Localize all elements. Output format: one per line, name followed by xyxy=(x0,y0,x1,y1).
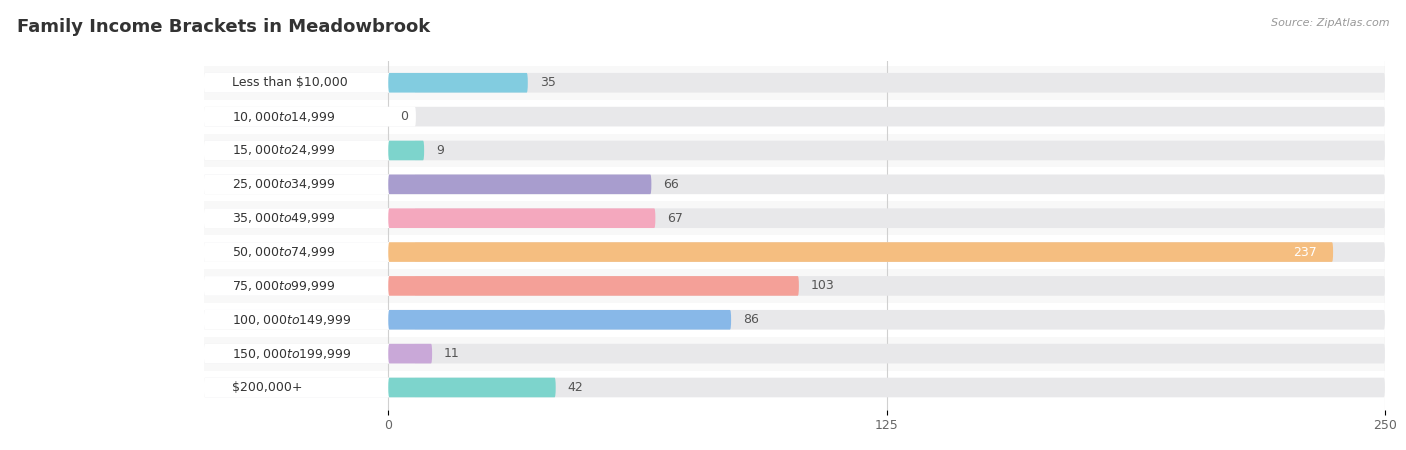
FancyBboxPatch shape xyxy=(204,66,1385,100)
FancyBboxPatch shape xyxy=(204,378,416,397)
Text: $150,000 to $199,999: $150,000 to $199,999 xyxy=(232,346,352,360)
FancyBboxPatch shape xyxy=(204,201,1385,235)
FancyBboxPatch shape xyxy=(204,344,416,364)
Text: $75,000 to $99,999: $75,000 to $99,999 xyxy=(232,279,335,293)
Text: Less than $10,000: Less than $10,000 xyxy=(232,76,347,89)
FancyBboxPatch shape xyxy=(388,141,425,160)
Text: 67: 67 xyxy=(668,212,683,225)
FancyBboxPatch shape xyxy=(204,175,416,194)
FancyBboxPatch shape xyxy=(388,73,527,93)
FancyBboxPatch shape xyxy=(204,73,1385,93)
FancyBboxPatch shape xyxy=(204,107,1385,126)
Text: $10,000 to $14,999: $10,000 to $14,999 xyxy=(232,110,335,124)
Text: 66: 66 xyxy=(664,178,679,191)
Text: 9: 9 xyxy=(436,144,444,157)
FancyBboxPatch shape xyxy=(388,175,651,194)
FancyBboxPatch shape xyxy=(204,344,1385,364)
FancyBboxPatch shape xyxy=(388,208,655,228)
FancyBboxPatch shape xyxy=(204,310,1385,329)
Text: $35,000 to $49,999: $35,000 to $49,999 xyxy=(232,211,335,225)
Text: 103: 103 xyxy=(811,279,835,292)
FancyBboxPatch shape xyxy=(388,276,799,296)
FancyBboxPatch shape xyxy=(388,378,555,397)
FancyBboxPatch shape xyxy=(204,141,416,160)
Text: $100,000 to $149,999: $100,000 to $149,999 xyxy=(232,313,352,327)
FancyBboxPatch shape xyxy=(204,269,1385,303)
FancyBboxPatch shape xyxy=(204,208,1385,228)
FancyBboxPatch shape xyxy=(204,107,416,126)
FancyBboxPatch shape xyxy=(204,141,1385,160)
Text: 35: 35 xyxy=(540,76,555,89)
FancyBboxPatch shape xyxy=(204,378,1385,397)
FancyBboxPatch shape xyxy=(204,134,1385,167)
FancyBboxPatch shape xyxy=(204,175,1385,194)
FancyBboxPatch shape xyxy=(204,310,416,329)
FancyBboxPatch shape xyxy=(204,73,416,93)
Text: 11: 11 xyxy=(444,347,460,360)
FancyBboxPatch shape xyxy=(388,310,731,329)
Text: 237: 237 xyxy=(1294,246,1317,259)
Text: Family Income Brackets in Meadowbrook: Family Income Brackets in Meadowbrook xyxy=(17,18,430,36)
FancyBboxPatch shape xyxy=(204,337,1385,370)
Text: $50,000 to $74,999: $50,000 to $74,999 xyxy=(232,245,335,259)
Text: $200,000+: $200,000+ xyxy=(232,381,302,394)
FancyBboxPatch shape xyxy=(388,242,1333,262)
FancyBboxPatch shape xyxy=(204,242,416,262)
FancyBboxPatch shape xyxy=(204,208,416,228)
Text: 0: 0 xyxy=(401,110,408,123)
FancyBboxPatch shape xyxy=(388,344,432,364)
FancyBboxPatch shape xyxy=(204,276,416,296)
Text: $25,000 to $34,999: $25,000 to $34,999 xyxy=(232,177,335,191)
Text: 42: 42 xyxy=(568,381,583,394)
Text: Source: ZipAtlas.com: Source: ZipAtlas.com xyxy=(1271,18,1389,28)
Text: $15,000 to $24,999: $15,000 to $24,999 xyxy=(232,144,335,158)
Text: 86: 86 xyxy=(742,313,759,326)
FancyBboxPatch shape xyxy=(204,276,1385,296)
FancyBboxPatch shape xyxy=(204,242,1385,262)
